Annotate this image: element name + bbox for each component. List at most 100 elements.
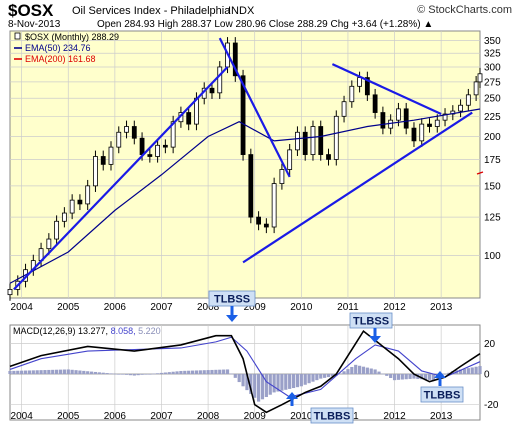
- macd-histogram-bar: [31, 370, 35, 375]
- macd-histogram-bar: [43, 370, 47, 375]
- macd-x-tick-label: 2009: [244, 411, 267, 422]
- macd-histogram-bar: [326, 374, 331, 378]
- trendline: [242, 111, 473, 264]
- macd-x-tick-label: 2008: [197, 411, 220, 422]
- price-bar-body: [147, 154, 153, 157]
- macd-histogram-bar: [39, 370, 43, 375]
- macd-y-tick-label: 20: [484, 339, 496, 350]
- macd-histogram-bar: [210, 369, 214, 375]
- macd-histogram-bar: [82, 370, 86, 375]
- price-panel-bg: [9, 30, 481, 299]
- macd-histogram-bar: [179, 370, 183, 375]
- price-y-tick-label: 200: [484, 132, 501, 143]
- macd-histogram-bar: [408, 374, 412, 379]
- price-bar-body: [263, 223, 269, 228]
- exchange-label: INDX: [228, 5, 255, 17]
- price-bar-body: [372, 94, 378, 113]
- macd-histogram-bar: [8, 370, 12, 375]
- annotation-box-tlbbs: [420, 386, 464, 403]
- macd-histogram-bar: [299, 374, 303, 387]
- macd-histogram-bar: [62, 369, 66, 375]
- macd-histogram-bar: [156, 373, 160, 375]
- price-bar-body: [357, 77, 362, 87]
- macd-histogram-bar: [424, 374, 428, 380]
- macd-histogram-bar: [404, 374, 408, 380]
- macd-histogram-bar: [144, 374, 148, 375]
- price-bar-body: [279, 169, 285, 184]
- price-bar-body: [341, 101, 347, 117]
- macd-histogram-bar: [233, 374, 237, 378]
- price-bar-body: [465, 94, 471, 106]
- macd-histogram-bar: [97, 372, 101, 375]
- macd-histogram-bar: [478, 366, 482, 375]
- price-bar-body: [419, 123, 425, 142]
- price-bar-body: [232, 42, 238, 77]
- macd-histogram-bar: [12, 370, 16, 375]
- macd-histogram-bar: [462, 368, 467, 375]
- macd-histogram-bar: [198, 370, 202, 375]
- price-bar-body: [396, 108, 401, 121]
- price-bar-body: [477, 73, 483, 83]
- macd-histogram-bar: [167, 372, 171, 375]
- price-x-tick-label: 2008: [197, 302, 220, 313]
- macd-histogram-bar: [136, 374, 140, 376]
- macd-y-tick-label: 0: [484, 370, 490, 381]
- annotation-label-tlbbs: TLBBS: [314, 411, 351, 423]
- macd-x-tick-label: 2013: [430, 411, 453, 422]
- macd-histogram-bar: [51, 369, 55, 375]
- price-y-tick-label: 175: [484, 155, 501, 166]
- macd-histogram-bar: [58, 369, 63, 375]
- macd-histogram-bar: [396, 374, 401, 380]
- price-bar-body: [349, 85, 355, 103]
- macd-histogram-bar: [202, 370, 206, 375]
- price-bar-body: [434, 119, 440, 127]
- macd-y-tick-label: -20: [484, 400, 499, 411]
- macd-histogram-bar: [187, 370, 191, 375]
- macd-x-tick-label: 2010: [290, 411, 313, 422]
- macd-histogram-bar: [86, 371, 90, 375]
- macd-histogram-bar: [354, 364, 358, 375]
- macd-histogram-bar: [117, 374, 121, 375]
- macd-histogram-bar: [190, 370, 195, 375]
- price-x-tick-label: 2009: [244, 302, 267, 313]
- macd-histogram-bar: [171, 371, 175, 375]
- macd-histogram-bar: [323, 374, 327, 378]
- macd-histogram-bar: [89, 371, 94, 375]
- annotation-label-tlbbs: TLBBS: [424, 390, 461, 402]
- price-y-tick-label: 100: [484, 251, 501, 262]
- price-bar-body: [403, 108, 409, 129]
- macd-histogram-bar: [381, 373, 385, 375]
- annotation-box-tlbss: [349, 312, 393, 329]
- price-x-tick-label: 2013: [430, 302, 453, 313]
- macd-histogram-bar: [350, 366, 354, 375]
- stockcharts-logo: © StockCharts.com: [417, 4, 512, 16]
- price-bar-body: [162, 144, 168, 148]
- macd-histogram-bar: [365, 367, 369, 375]
- macd-histogram-bar: [253, 374, 257, 398]
- price-x-tick-label: 2011: [337, 302, 359, 313]
- price-bar-body: [240, 75, 246, 155]
- macd-histogram-bar: [280, 374, 284, 391]
- macd-histogram-bar: [74, 370, 78, 375]
- annotation-arrow-head: [286, 392, 298, 399]
- macd-histogram-bar: [35, 370, 39, 375]
- price-bar-body: [473, 81, 479, 96]
- macd-histogram-bar: [148, 374, 152, 375]
- macd-histogram-bar: [78, 370, 82, 375]
- macd-histogram-bar: [175, 371, 179, 375]
- annotation-label-tlbss: TLBSS: [353, 316, 389, 328]
- macd-x-tick-label: 2005: [57, 411, 80, 422]
- macd-histogram-bar: [260, 374, 265, 400]
- macd-histogram-bar: [346, 369, 350, 375]
- date-label: 8-Nov-2013: [8, 19, 61, 30]
- trendline: [218, 37, 291, 178]
- price-x-tick-label: 2005: [57, 302, 80, 313]
- macd-histogram-bar: [420, 374, 424, 380]
- price-bar-body: [458, 104, 463, 112]
- macd-panel: 2004200520062007200820092010201120122013…: [8, 324, 499, 422]
- macd-histogram-bar: [330, 374, 334, 377]
- macd-histogram-bar: [109, 373, 113, 375]
- price-y-tick-label: 150: [484, 181, 501, 192]
